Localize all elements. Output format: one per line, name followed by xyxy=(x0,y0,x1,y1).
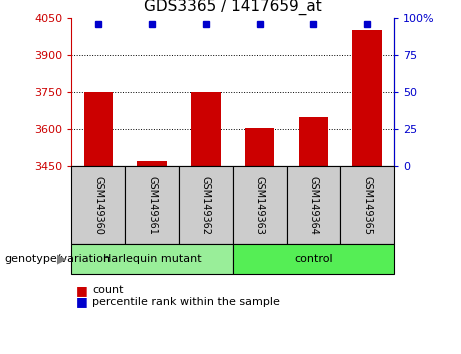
Bar xyxy=(191,92,221,166)
Text: GSM149362: GSM149362 xyxy=(201,176,211,235)
Text: ■: ■ xyxy=(76,284,88,297)
Text: percentile rank within the sample: percentile rank within the sample xyxy=(92,297,280,307)
Text: ■: ■ xyxy=(76,295,88,308)
Text: GSM149360: GSM149360 xyxy=(93,176,103,235)
Title: GDS3365 / 1417659_at: GDS3365 / 1417659_at xyxy=(144,0,322,15)
Text: Harlequin mutant: Harlequin mutant xyxy=(103,254,201,264)
Text: ▶: ▶ xyxy=(58,253,67,266)
Bar xyxy=(353,30,382,166)
Bar xyxy=(299,117,328,166)
Text: GSM149365: GSM149365 xyxy=(362,176,372,235)
Text: GSM149363: GSM149363 xyxy=(254,176,265,235)
Text: GSM149361: GSM149361 xyxy=(147,176,157,235)
Text: GSM149364: GSM149364 xyxy=(308,176,319,235)
Bar xyxy=(137,161,167,166)
Text: control: control xyxy=(294,254,333,264)
Text: count: count xyxy=(92,285,124,295)
Text: genotype/variation: genotype/variation xyxy=(5,254,111,264)
Bar xyxy=(83,92,113,166)
Bar xyxy=(245,128,274,166)
